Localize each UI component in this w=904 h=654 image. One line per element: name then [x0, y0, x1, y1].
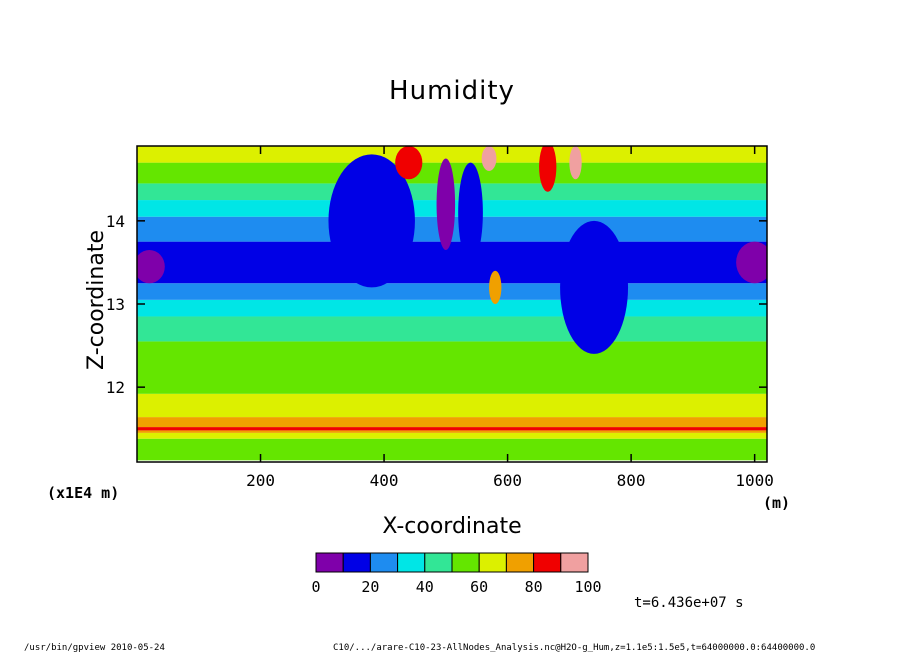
heatmap-fill — [137, 146, 767, 461]
colorbar-swatch — [315, 552, 344, 573]
x-axis-label: X-coordinate — [382, 514, 522, 539]
y-tick-label: 14 — [106, 212, 125, 231]
footer-left: /usr/bin/gpview 2010-05-24 — [24, 643, 165, 653]
heatmap-feature — [569, 146, 582, 180]
heatmap-band — [137, 438, 767, 461]
heatmap-feature — [489, 270, 502, 304]
y-tick-label: 13 — [106, 295, 125, 314]
x-tick-label: 200 — [246, 471, 275, 490]
heatmap-band — [137, 393, 767, 418]
heatmap-band — [137, 146, 767, 163]
heatmap-feature — [137, 249, 165, 284]
heatmap-feature — [458, 162, 483, 263]
colorbar-swatch — [560, 552, 589, 573]
time-annotation: t=6.436e+07 s — [634, 595, 744, 611]
heatmap-feature — [436, 158, 456, 250]
heatmap-band — [137, 316, 767, 342]
heatmap-band — [137, 241, 767, 284]
heatmap-feature — [560, 220, 629, 354]
heatmap-band — [137, 427, 767, 431]
heatmap-band — [137, 299, 767, 317]
colorbar-swatch — [533, 552, 562, 573]
x-tick-label: 600 — [493, 471, 522, 490]
colorbar-swatch — [424, 552, 453, 573]
colorbar-tick-label: 60 — [470, 578, 488, 596]
colorbar-tick-label: 80 — [525, 578, 543, 596]
heatmap-feature — [481, 146, 497, 171]
colorbar-swatch — [397, 552, 426, 573]
colorbar-tick-label: 0 — [311, 578, 320, 596]
heatmap-feature — [539, 146, 557, 192]
heatmap-band — [137, 430, 767, 433]
colorbar-tick-label: 40 — [416, 578, 434, 596]
x-tick-label: 1000 — [735, 471, 774, 490]
heatmap-feature — [328, 154, 415, 288]
axes: 200 400 600 800 1000 12 13 14 — [106, 146, 774, 490]
heatmap-band — [137, 341, 767, 394]
x-tick-label: 400 — [370, 471, 399, 490]
y-scale-label: (x1E4 m) — [47, 484, 120, 502]
y-tick-label: 12 — [106, 378, 125, 397]
colorbar-swatch — [342, 552, 371, 573]
colorbar-swatch — [478, 552, 507, 573]
colorbar-swatch — [451, 552, 480, 573]
heatmap-band — [137, 283, 767, 300]
colorbar-swatch — [369, 552, 399, 573]
footer-right: C10/.../arare-C10-23-AllNodes_Analysis.n… — [333, 643, 816, 653]
chart-title: Humidity — [389, 76, 515, 106]
heatmap-feature — [395, 146, 423, 180]
heatmap-band — [137, 432, 767, 439]
colorbar-tick-label: 100 — [574, 578, 601, 596]
x-unit-label: (m) — [763, 494, 791, 512]
x-tick-label: 800 — [617, 471, 646, 490]
colorbar-tick-label: 20 — [361, 578, 379, 596]
heatmap-band — [137, 417, 767, 428]
colorbar: 0 20 40 60 80 100 — [311, 552, 602, 596]
colorbar-swatch — [505, 552, 535, 573]
heatmap-feature — [736, 241, 767, 284]
